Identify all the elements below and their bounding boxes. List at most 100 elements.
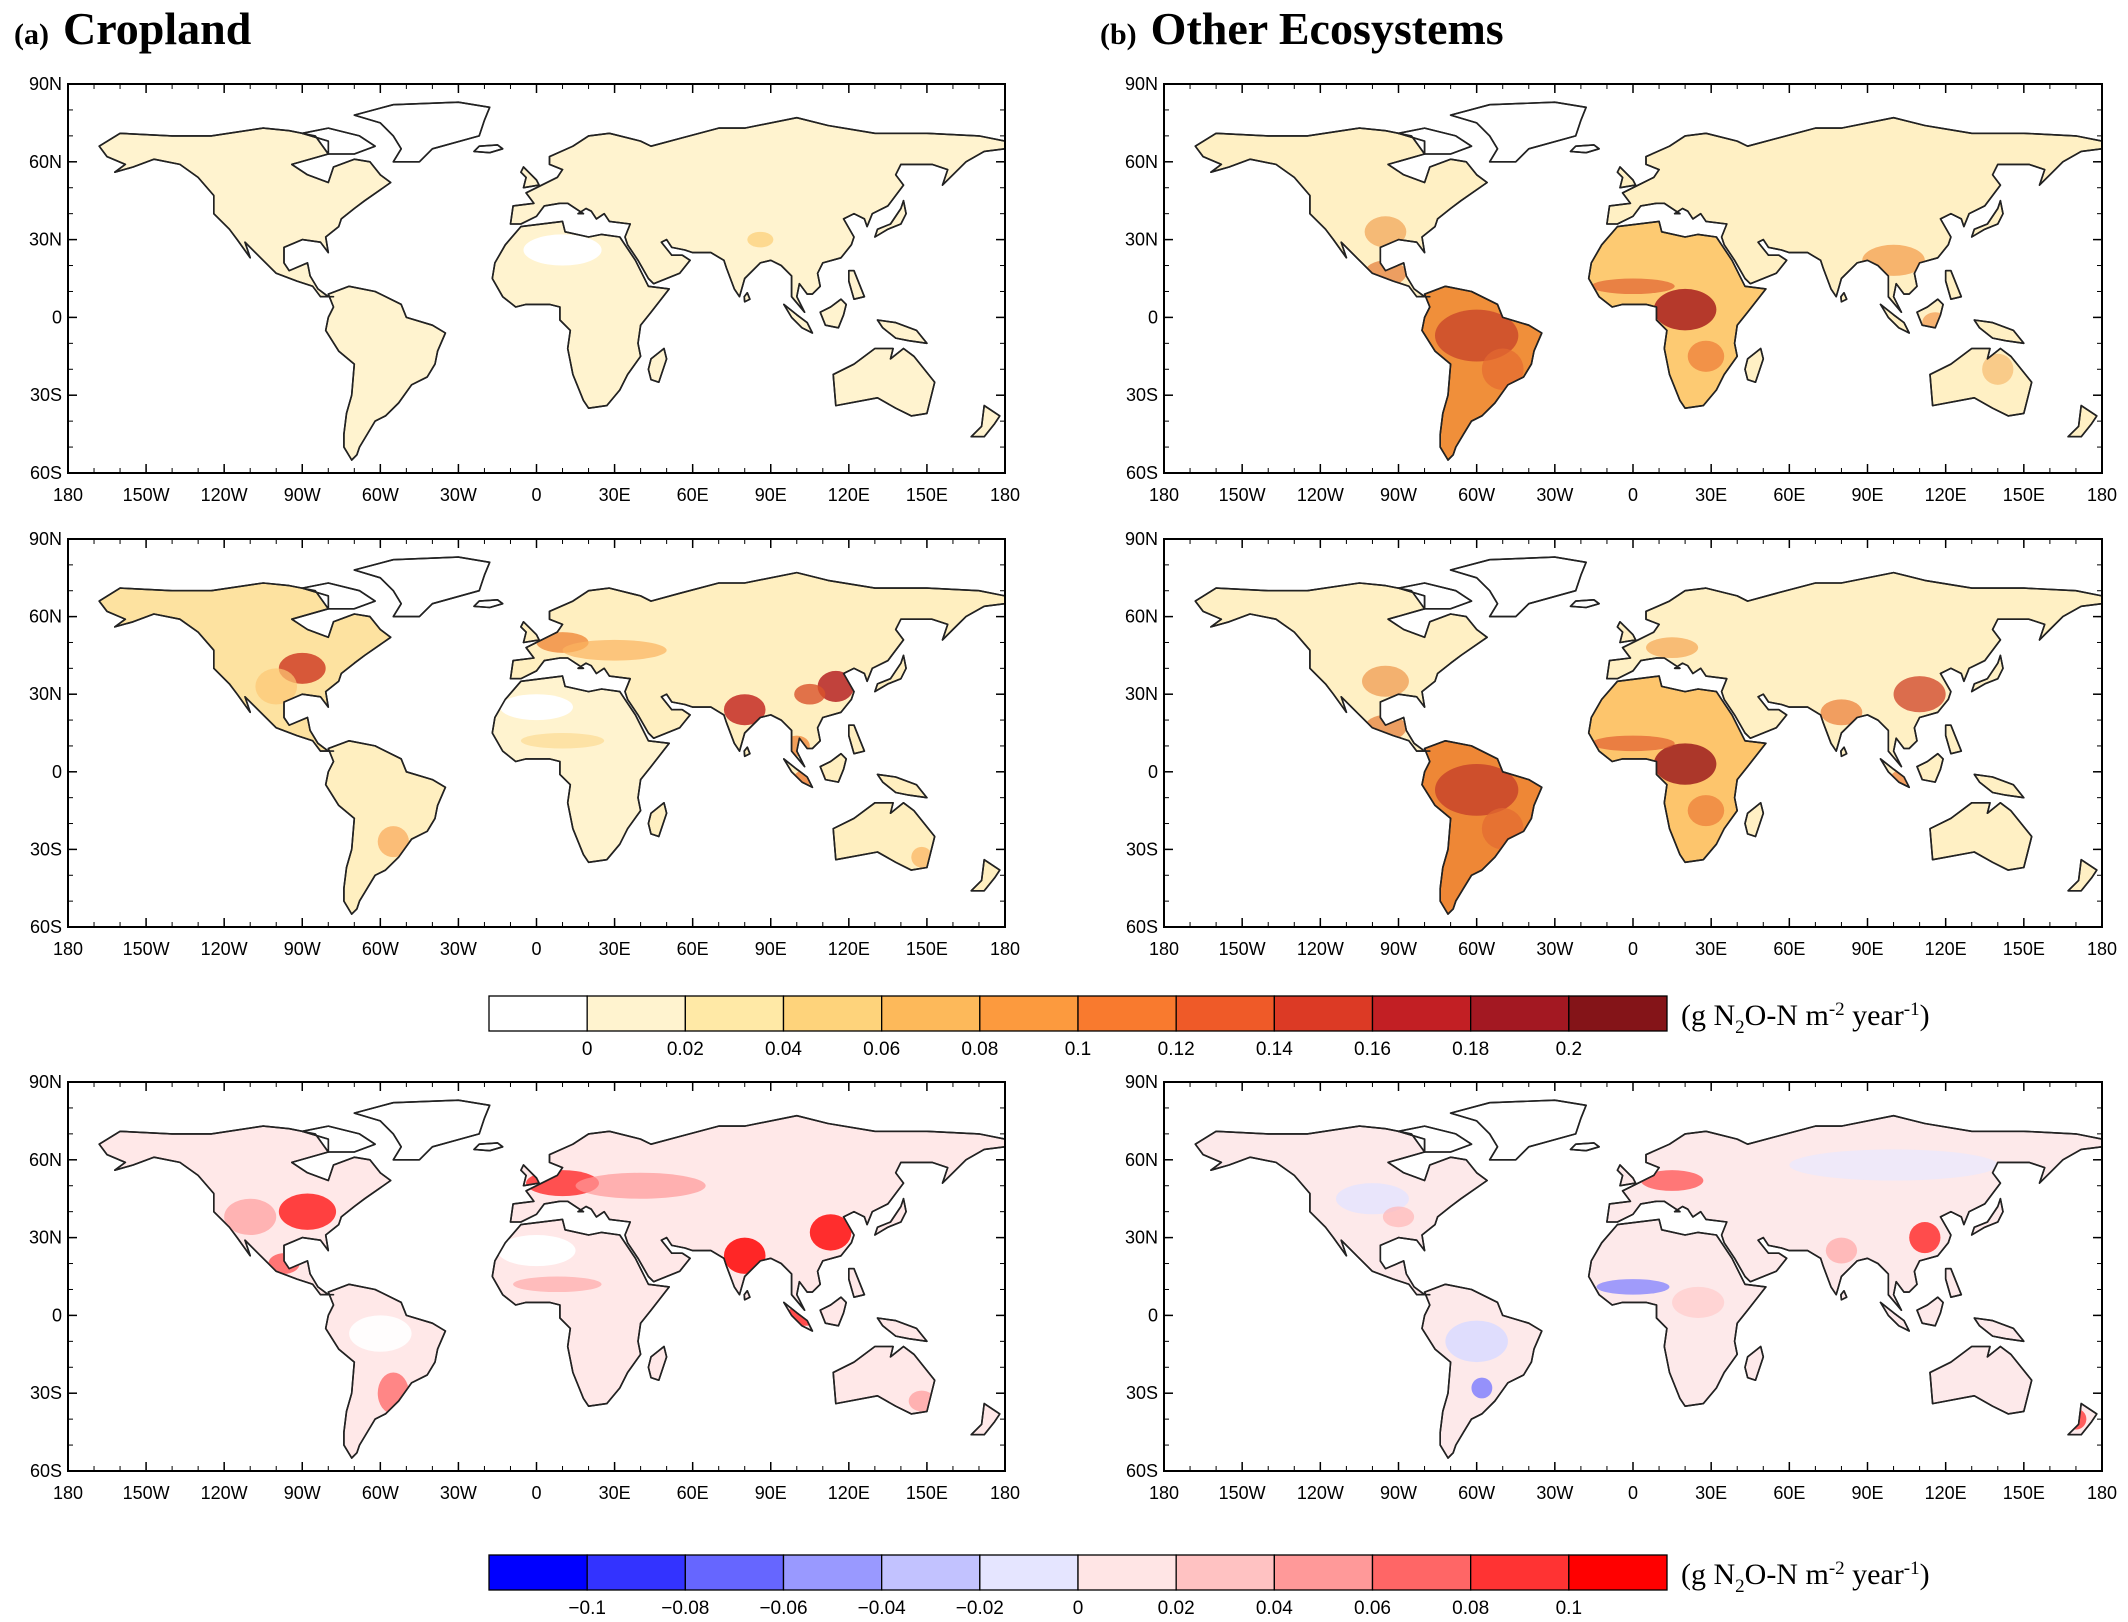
coastline-africa (1587, 675, 1767, 864)
coastline-japan (1970, 654, 2004, 693)
coastline-sumatra (1879, 1301, 1910, 1332)
flux-hotspot (809, 1214, 852, 1251)
coastline-north-america (1194, 1125, 1488, 1296)
lat-tick-label: 30N (1125, 684, 1158, 704)
lat-tick-label: 90N (29, 529, 62, 549)
coastline-north-america (98, 582, 392, 752)
coastline-greenland (353, 556, 491, 618)
lon-tick-label: 150E (2003, 1483, 2045, 1503)
coastline-baffin-island (301, 1125, 376, 1153)
lon-tick-label: 120E (1925, 485, 1967, 505)
lon-tick-label: 180 (2087, 485, 2117, 505)
coastline-philippines (847, 269, 866, 301)
colorbar-label: 0 (1073, 1598, 1084, 1619)
coastline-iceland (473, 598, 504, 609)
colorbar-swatch (1371, 1554, 1472, 1591)
coastline-greenland (1449, 1099, 1587, 1161)
lon-tick-label: 120E (1925, 939, 1967, 959)
flux-hotspot (562, 639, 667, 661)
flux-hotspot (1481, 348, 1524, 391)
coastline-sumatra (1879, 303, 1910, 334)
coastline-japan (874, 1197, 907, 1236)
lon-tick-label: 30E (1695, 485, 1727, 505)
flux-hotspot (1591, 278, 1675, 295)
coastline-north-america (98, 1125, 392, 1296)
flux-field (255, 632, 933, 868)
flux-hotspot (1825, 1237, 1858, 1264)
flux-hotspot (1646, 637, 1699, 658)
lon-tick-label: 120E (828, 485, 870, 505)
lon-tick-label: 180 (990, 1483, 1020, 1503)
coastline-eurasia (509, 116, 1005, 314)
lat-tick-label: 60N (1125, 607, 1158, 627)
lat-tick-label: 60N (29, 1150, 62, 1170)
lat-tick-label: 60N (1125, 1150, 1158, 1170)
lon-tick-label: 60E (677, 939, 709, 959)
coastline-sumatra (782, 303, 814, 334)
flux-hotspot (523, 234, 602, 266)
land-layer (1194, 101, 2102, 461)
coastline-great-britain (520, 620, 540, 644)
coastline-south-america (324, 285, 447, 461)
coastline-philippines (1944, 724, 1963, 755)
coastline-baffin-island (1397, 582, 1473, 610)
lon-tick-label: 60W (1458, 485, 1495, 505)
colorbar-swatch (586, 995, 686, 1032)
colorbar-swatch (1273, 1554, 1374, 1591)
lat-tick-label: 30N (29, 684, 62, 704)
lon-tick-label: 150E (906, 1483, 948, 1503)
lon-tick-label: 180 (53, 1483, 83, 1503)
flux-hotspot (1982, 353, 2014, 385)
colorbar-swatch (586, 1554, 686, 1591)
lon-tick-label: 60W (362, 485, 399, 505)
coastline-sri-lanka (743, 1290, 751, 1301)
flux-hotspot (1672, 1286, 1725, 1318)
colorbar-label: 0.2 (1556, 1039, 1582, 1060)
panel-b-header: (b) Other Ecosystems (1100, 2, 1504, 55)
lon-tick-label: 30E (599, 939, 631, 959)
coastline-north-america (1194, 127, 1488, 298)
colorbar-label: 0.1 (1556, 1598, 1582, 1619)
coastline-borneo (1916, 752, 1944, 783)
lon-tick-label: 30W (440, 939, 477, 959)
coastline-japan (1970, 1197, 2004, 1236)
colorbar-label: 0.06 (1354, 1598, 1391, 1619)
coastline-great-britain (520, 1164, 540, 1187)
flux-hotspot (377, 826, 409, 858)
coastline-south-america (324, 739, 447, 915)
coastline-africa (1587, 220, 1767, 410)
flux-hotspot (1893, 676, 1946, 713)
lon-tick-label: 0 (1628, 485, 1638, 505)
coastline-iceland (473, 1142, 504, 1152)
coastline-iceland (473, 144, 504, 154)
lon-tick-label: 90W (284, 485, 321, 505)
lat-tick-label: 90N (29, 74, 62, 94)
coastline-philippines (847, 1267, 866, 1298)
flux-hotspot (1653, 743, 1717, 785)
lon-tick-label: 180 (1149, 1483, 1179, 1503)
colorbar-label: 0.08 (961, 1039, 998, 1060)
colorbar-label: −0.06 (759, 1598, 807, 1619)
lon-tick-label: 90W (1380, 1483, 1417, 1503)
lat-tick-label: 30S (1126, 385, 1158, 405)
lon-tick-label: 60E (1773, 1483, 1805, 1503)
coastline-baffin-island (1397, 127, 1473, 155)
colorbar-swatch (488, 995, 588, 1032)
lat-tick-label: 90N (1125, 529, 1158, 549)
coastline-australia (832, 801, 936, 871)
coastline-borneo (819, 298, 848, 329)
lat-tick-label: 90N (1125, 74, 1158, 94)
flux-hotspot (1471, 1377, 1493, 1399)
land-layer (98, 556, 1005, 915)
colorbar-flux: 0 0.02 0.04 0.06 0.08 0.1 0.12 0.14 0.16 0.18 0.2 (… (488, 995, 1930, 1060)
lat-tick-label: 60S (30, 917, 62, 937)
coastline-eurasia (1606, 1114, 2102, 1311)
flux-hotspot (1687, 795, 1725, 827)
flux-hotspot (224, 1198, 277, 1236)
flux-hotspot (1596, 1279, 1670, 1295)
lon-tick-label: 180 (2087, 1483, 2117, 1503)
lat-tick-label: 30N (29, 1228, 62, 1248)
